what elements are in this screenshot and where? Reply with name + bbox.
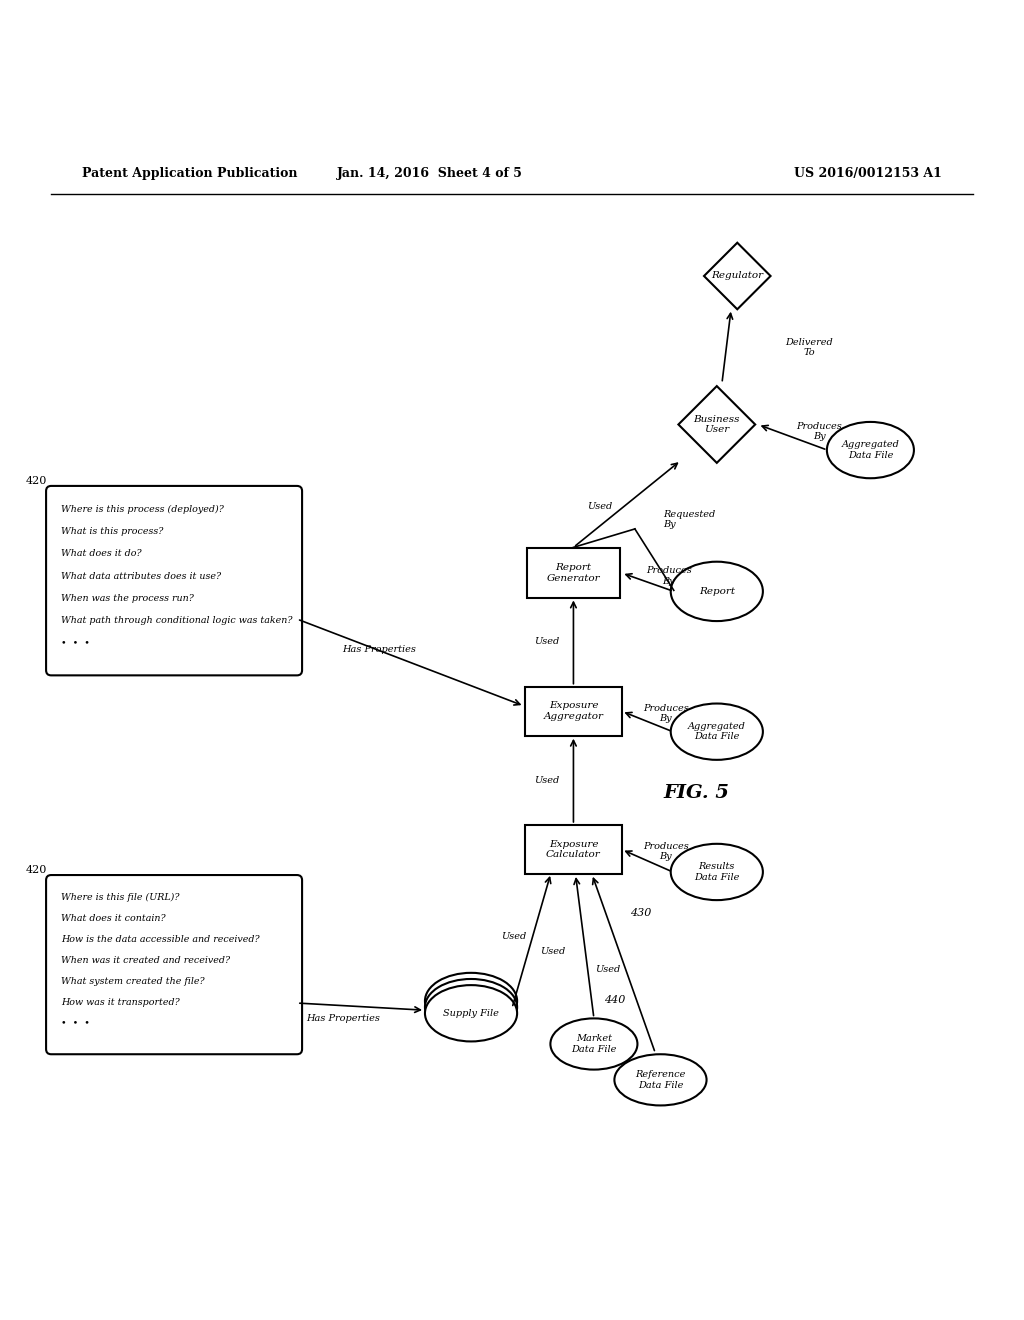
Text: How is the data accessible and received?: How is the data accessible and received? — [61, 935, 260, 944]
Text: 420: 420 — [26, 865, 47, 875]
Text: Market
Data File: Market Data File — [571, 1035, 616, 1053]
Ellipse shape — [425, 979, 517, 1035]
FancyBboxPatch shape — [46, 486, 302, 676]
Text: Report: Report — [698, 587, 735, 595]
Ellipse shape — [425, 973, 517, 1030]
Text: What data attributes does it use?: What data attributes does it use? — [61, 572, 221, 581]
Text: Delivered
To: Delivered To — [785, 338, 833, 358]
Text: Aggregated
Data File: Aggregated Data File — [842, 441, 899, 459]
Text: Used: Used — [535, 638, 559, 645]
Text: Supply File: Supply File — [443, 1008, 499, 1018]
Text: •  •  •: • • • — [61, 1019, 90, 1028]
Text: Where is this process (deployed)?: Where is this process (deployed)? — [61, 504, 224, 513]
Text: 440: 440 — [604, 995, 626, 1005]
Text: US 2016/0012153 A1: US 2016/0012153 A1 — [795, 168, 942, 180]
Text: Business
User: Business User — [693, 414, 740, 434]
Text: How was it transported?: How was it transported? — [61, 998, 180, 1007]
Text: Has Properties: Has Properties — [342, 645, 416, 655]
Text: Produces
By: Produces By — [646, 566, 691, 586]
Text: Used: Used — [535, 776, 559, 785]
Text: Produces
By: Produces By — [643, 842, 688, 861]
Text: Used: Used — [541, 948, 565, 956]
Text: What system created the file?: What system created the file? — [61, 977, 205, 986]
FancyBboxPatch shape — [46, 875, 302, 1055]
Text: What does it do?: What does it do? — [61, 549, 142, 558]
Text: What does it contain?: What does it contain? — [61, 913, 166, 923]
Text: Jan. 14, 2016  Sheet 4 of 5: Jan. 14, 2016 Sheet 4 of 5 — [337, 168, 523, 180]
Text: Where is this file (URL)?: Where is this file (URL)? — [61, 892, 180, 902]
Text: 420: 420 — [26, 477, 47, 486]
Text: Exposure
Calculator: Exposure Calculator — [546, 840, 601, 859]
Text: Aggregated
Data File: Aggregated Data File — [688, 722, 745, 742]
Text: FIG. 5: FIG. 5 — [664, 784, 729, 803]
Text: What is this process?: What is this process? — [61, 527, 164, 536]
Text: Results
Data File: Results Data File — [694, 862, 739, 882]
Text: Reference
Data File: Reference Data File — [635, 1071, 686, 1089]
Text: Regulator: Regulator — [712, 272, 763, 281]
Text: Used: Used — [595, 965, 620, 974]
Text: Patent Application Publication: Patent Application Publication — [82, 168, 297, 180]
Text: When was the process run?: When was the process run? — [61, 594, 195, 603]
Text: Used: Used — [502, 932, 526, 941]
Text: What path through conditional logic was taken?: What path through conditional logic was … — [61, 616, 293, 626]
Text: 430: 430 — [630, 908, 651, 917]
Text: Used: Used — [588, 502, 612, 511]
Text: Produces
By: Produces By — [643, 704, 688, 723]
Text: Has Properties: Has Properties — [306, 1014, 380, 1023]
Text: Produces
By: Produces By — [797, 422, 842, 441]
Text: Exposure
Aggregator: Exposure Aggregator — [544, 701, 603, 721]
Text: Requested
By: Requested By — [664, 510, 716, 529]
Text: Report
Generator: Report Generator — [547, 564, 600, 582]
Text: •  •  •: • • • — [61, 639, 90, 648]
Ellipse shape — [425, 985, 517, 1041]
Text: When was it created and received?: When was it created and received? — [61, 956, 230, 965]
